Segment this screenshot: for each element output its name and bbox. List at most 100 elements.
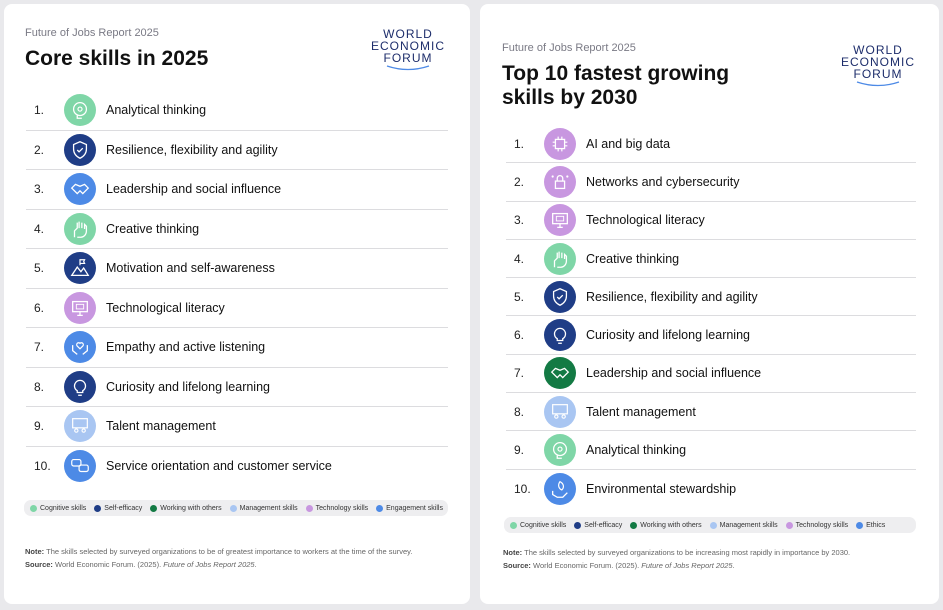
rank-number: 2. xyxy=(34,142,45,157)
list-item: 7. Leadership and social influence xyxy=(506,355,916,394)
skill-label: Technological literacy xyxy=(106,300,225,315)
skill-label: Motivation and self-awareness xyxy=(106,261,275,276)
report-label: Future of Jobs Report 2025 xyxy=(502,42,636,54)
source-label: Source: xyxy=(503,561,531,570)
report-label: Future of Jobs Report 2025 xyxy=(25,27,159,39)
source-line: Source: World Economic Forum. (2025). Fu… xyxy=(25,558,465,571)
source-end: . xyxy=(732,561,735,570)
padlock-network-icon-glyph xyxy=(551,174,569,189)
legend-label: Cognitive skills xyxy=(520,521,567,529)
skill-label: Talent management xyxy=(586,404,696,419)
legend-dot-icon xyxy=(856,521,864,529)
chat-bubbles-icon-glyph xyxy=(71,459,89,473)
legend-dot-icon xyxy=(510,521,517,529)
legend-item: Technology skills xyxy=(305,504,368,512)
shield-icon xyxy=(64,133,96,166)
hand-pencil-icon xyxy=(544,242,576,275)
rank-number: 10. xyxy=(34,459,51,474)
source-line: Source: World Economic Forum. (2025). Fu… xyxy=(503,559,933,572)
legend-dot-icon xyxy=(94,504,102,512)
hands-heart-icon xyxy=(64,331,96,364)
rank-number: 4. xyxy=(34,221,45,236)
legend-dot-icon xyxy=(376,504,384,512)
monitor-icon xyxy=(544,204,576,237)
legend-item: Engagement skills xyxy=(376,504,443,512)
list-item: 5. Motivation and self-awareness xyxy=(26,249,448,289)
legend-label: Cognitive skills xyxy=(40,504,87,512)
panel-title-line: skills by 2030 xyxy=(502,86,638,109)
lightbulb-icon-glyph xyxy=(73,379,87,396)
legend-item: Working with others xyxy=(630,521,702,529)
footnote: Note: The skills selected by surveyed or… xyxy=(503,546,933,572)
legend-dot-icon xyxy=(785,521,793,529)
legend-item: Technology skills xyxy=(785,521,848,529)
head-gear-icon xyxy=(544,434,576,467)
legend-dot-icon xyxy=(30,504,37,512)
legend-dot-icon xyxy=(150,504,158,512)
hand-pencil-icon-glyph xyxy=(553,251,568,268)
legend-label: Management skills xyxy=(239,504,298,512)
list-item: 6. Curiosity and lifelong learning xyxy=(506,316,916,355)
source-text: World Economic Forum. (2025). xyxy=(533,561,640,570)
skill-label: Technological literacy xyxy=(586,213,705,228)
legend: Cognitive skills Self-efficacy Working wit… xyxy=(504,517,916,533)
source-title: Future of Jobs Report 2025 xyxy=(641,561,733,570)
core-skills-panel: Future of Jobs Report 2025 Core skills i… xyxy=(4,4,470,604)
handshake-icon xyxy=(544,357,576,390)
list-item: 9. Talent management xyxy=(26,407,448,447)
list-item: 8. Curiosity and lifelong learning xyxy=(26,368,448,407)
source-label: Source: xyxy=(25,560,53,569)
rank-number: 8. xyxy=(34,379,45,394)
list-item: 4. Creative thinking xyxy=(506,240,916,279)
list-item: 3. Leadership and social influence xyxy=(26,170,448,210)
legend-item: Cognitive skills xyxy=(30,504,87,512)
list-item: 8. Talent management xyxy=(506,393,916,432)
panel-title-line: Top 10 fastest growing xyxy=(502,62,730,85)
skill-label: Analytical thinking xyxy=(106,103,207,118)
legend: Cognitive skills Self-efficacy Working wit… xyxy=(24,500,448,516)
hand-pencil-icon-glyph xyxy=(73,221,88,238)
legend-item: Ethics xyxy=(856,521,885,529)
lightbulb-icon xyxy=(544,319,576,352)
logo-line: ECONOMIC xyxy=(841,55,915,69)
list-item: 2. Resilience, flexibility and agility xyxy=(26,131,448,170)
head-gear-icon xyxy=(64,94,96,127)
hand-leaf-icon xyxy=(544,472,576,505)
legend-label: Engagement skills xyxy=(386,504,443,512)
rank-number: 3. xyxy=(514,213,525,228)
skill-label: Resilience, flexibility and agility xyxy=(586,289,758,304)
logo-arc-icon xyxy=(386,65,430,71)
rank-number: 8. xyxy=(514,404,525,419)
skill-label: Curiosity and lifelong learning xyxy=(106,379,270,394)
legend-item: Self-efficacy xyxy=(574,521,623,529)
hands-heart-icon-glyph xyxy=(72,342,88,356)
people-board-icon xyxy=(64,410,96,443)
people-board-icon xyxy=(544,395,576,428)
shield-icon-glyph xyxy=(552,287,568,306)
rank-number: 4. xyxy=(514,251,525,266)
skill-label: Resilience, flexibility and agility xyxy=(106,142,278,157)
shield-icon-glyph xyxy=(72,140,88,159)
rank-number: 5. xyxy=(514,289,525,304)
monitor-icon-glyph xyxy=(72,300,88,316)
legend-item: Cognitive skills xyxy=(510,521,567,529)
panel-title: Core skills in 2025 xyxy=(25,47,208,71)
list-item: 1. Analytical thinking xyxy=(26,91,448,131)
mountain-flag-icon xyxy=(64,252,96,285)
rank-number: 7. xyxy=(34,340,45,355)
rank-number: 5. xyxy=(34,261,45,276)
skill-label: Creative thinking xyxy=(106,221,200,236)
rank-number: 2. xyxy=(514,174,525,189)
people-board-icon-glyph xyxy=(552,403,568,419)
lightbulb-icon-glyph xyxy=(553,327,567,345)
legend-dot-icon xyxy=(305,504,313,512)
rank-number: 9. xyxy=(514,443,525,458)
monitor-icon xyxy=(64,291,96,324)
legend-label: Self-efficacy xyxy=(584,521,623,529)
note-line: Note: The skills selected by surveyed or… xyxy=(503,546,933,559)
logo-line: WORLD xyxy=(383,27,433,41)
note-label: Note: xyxy=(25,547,45,556)
hand-pencil-icon xyxy=(64,212,96,245)
wef-logo: WORLD ECONOMIC FORUM xyxy=(832,44,924,88)
legend-item: Self-efficacy xyxy=(94,504,142,512)
